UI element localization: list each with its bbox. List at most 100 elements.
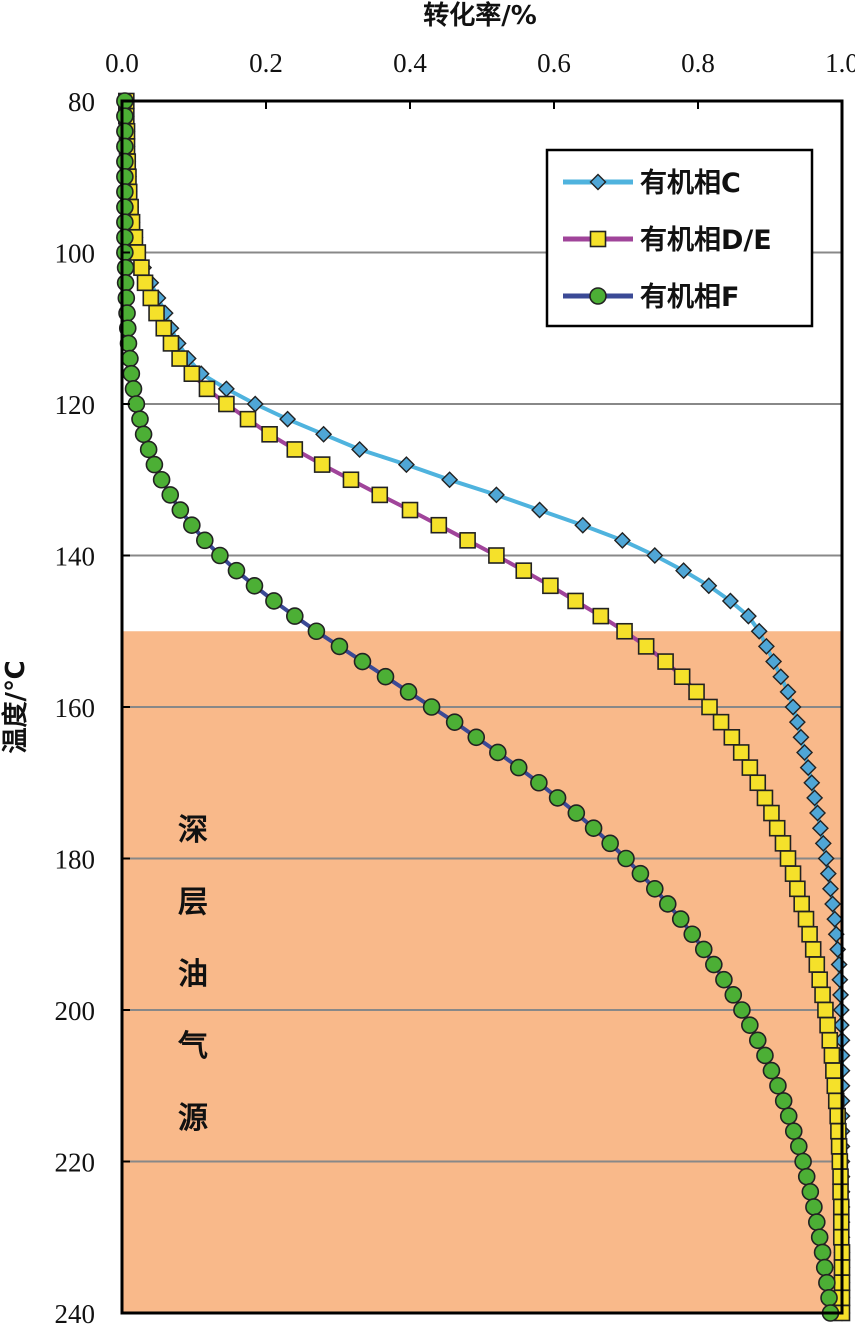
legend-marker [589, 230, 607, 248]
y-axis-title: 温度/℃ [0, 661, 31, 754]
data-point [799, 759, 817, 777]
data-point [671, 910, 690, 928]
data-point [809, 804, 827, 822]
data-point [487, 486, 505, 504]
gridlines [122, 251, 842, 1163]
data-point [567, 804, 586, 822]
data-point [116, 198, 134, 216]
data-point [646, 547, 664, 564]
data-point [601, 834, 619, 853]
series-layer [116, 92, 851, 1322]
data-point [459, 532, 476, 549]
data-point [814, 834, 832, 852]
data-point [330, 637, 349, 656]
data-point [724, 986, 743, 1004]
legend-marker [589, 287, 607, 305]
data-point [489, 743, 507, 762]
data-point [116, 258, 135, 277]
data-point [116, 152, 134, 171]
data-point [784, 1122, 803, 1140]
x-tick-label: 0.6 [537, 48, 571, 78]
data-point [808, 956, 826, 973]
data-point [830, 1122, 847, 1140]
data-point [811, 819, 829, 837]
y-axis-ticks: 80 100 120 140 160 180 200 220 240 [55, 87, 130, 1326]
data-point [376, 667, 395, 686]
x-axis-title: 转化率/% [423, 0, 537, 31]
data-point [265, 592, 283, 610]
data-point [245, 576, 264, 595]
y-tick-label: 200 [55, 996, 96, 1026]
data-point [637, 638, 655, 655]
data-point [813, 1243, 832, 1262]
data-point [183, 516, 201, 535]
data-point [815, 1258, 834, 1277]
data-point [774, 1092, 793, 1110]
data-point [198, 380, 216, 398]
data-point [701, 698, 718, 716]
data-point [830, 1138, 848, 1155]
data-point [757, 637, 775, 655]
data-point [789, 1137, 808, 1156]
series-3 [116, 92, 840, 1322]
data-point [155, 319, 173, 337]
data-point [763, 804, 780, 822]
data-point [116, 183, 134, 201]
data-point [803, 774, 821, 792]
data-point [121, 349, 139, 368]
data-point [488, 547, 505, 564]
data-point [821, 1032, 839, 1049]
data-point [810, 1228, 829, 1247]
data-point [793, 895, 810, 913]
data-point [824, 895, 842, 913]
y-tick-label: 160 [55, 693, 96, 723]
data-point [515, 562, 533, 579]
data-point [688, 683, 705, 701]
data-point [772, 668, 790, 686]
data-point [134, 425, 153, 444]
data-point [749, 774, 767, 792]
data-point [116, 228, 134, 247]
data-point [818, 1273, 836, 1292]
data-point [509, 758, 528, 777]
data-point [769, 1076, 787, 1095]
data-point [779, 1107, 798, 1125]
data-point [116, 167, 134, 186]
data-point [315, 425, 333, 443]
data-point [285, 607, 304, 625]
data-point [768, 819, 786, 837]
data-point [821, 880, 839, 898]
data-point [779, 683, 797, 701]
data-point [422, 698, 441, 716]
data-point [196, 531, 214, 550]
data-point [784, 865, 802, 882]
data-point [131, 410, 149, 428]
y-tick-label: 120 [55, 390, 96, 420]
x-axis-ticks: 0.0 0.2 0.4 0.6 0.8 1.0 [105, 48, 855, 109]
data-point [794, 1152, 812, 1171]
x-tick-label: 0.2 [249, 48, 283, 78]
data-point [116, 213, 134, 231]
data-point [788, 713, 806, 731]
data-point [819, 865, 837, 883]
data-point [152, 470, 171, 489]
data-point [820, 1289, 838, 1307]
data-point [171, 350, 188, 367]
data-point [811, 971, 828, 989]
data-point [574, 516, 592, 534]
data-point [227, 561, 246, 580]
legend: 有机相C 有机相D/E 有机相F [545, 148, 814, 328]
data-point [133, 259, 150, 276]
x-tick-label: 0.0 [105, 48, 139, 78]
data-point [831, 1153, 849, 1170]
data-point [286, 441, 304, 458]
data-point [826, 1077, 844, 1095]
y-tick-label: 140 [55, 542, 96, 572]
data-point [796, 743, 814, 761]
data-point [567, 592, 584, 610]
legend-item: 有机相F [563, 282, 739, 313]
data-point [739, 607, 757, 625]
data-point [675, 562, 693, 580]
data-point [548, 789, 567, 807]
